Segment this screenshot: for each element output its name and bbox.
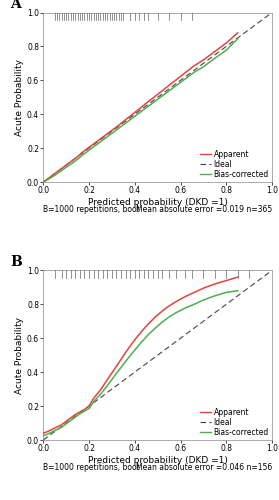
Y-axis label: Acute Probability: Acute Probability	[15, 59, 24, 136]
Text: Mean absolute error =0.019 n=365: Mean absolute error =0.019 n=365	[136, 204, 272, 214]
Text: B=1000 repetitions, boot: B=1000 repetitions, boot	[43, 462, 140, 471]
Text: Mean absolute error =0.046 n=156: Mean absolute error =0.046 n=156	[136, 462, 272, 471]
Text: A: A	[10, 0, 21, 11]
Legend: Apparent, Ideal, Bias-corrected: Apparent, Ideal, Bias-corrected	[199, 407, 270, 438]
Legend: Apparent, Ideal, Bias-corrected: Apparent, Ideal, Bias-corrected	[199, 149, 270, 180]
X-axis label: Predicted probability (DKD =1): Predicted probability (DKD =1)	[88, 456, 228, 465]
Text: B=1000 repetitions, boot: B=1000 repetitions, boot	[43, 204, 140, 214]
Text: B: B	[10, 254, 22, 268]
Y-axis label: Acute Probability: Acute Probability	[15, 316, 24, 394]
X-axis label: Predicted probability (DKD =1): Predicted probability (DKD =1)	[88, 198, 228, 207]
